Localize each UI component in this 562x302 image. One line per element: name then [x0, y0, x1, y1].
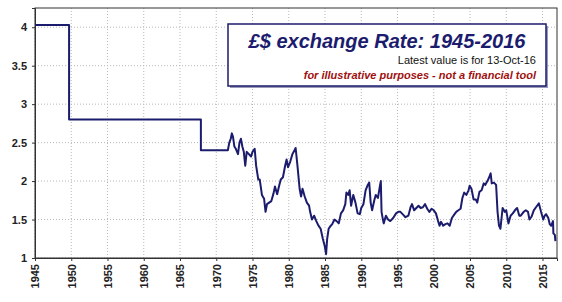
x-tick-label: 1990 — [356, 264, 368, 288]
x-tick: 1970 — [211, 258, 223, 288]
x-tick: 1965 — [174, 258, 186, 288]
y-tick: 2 — [21, 175, 35, 187]
y-tick-label: 1 — [21, 252, 27, 264]
x-tick: 2015 — [537, 258, 549, 288]
x-tick: 1980 — [283, 258, 295, 288]
x-tick-label: 1995 — [392, 264, 404, 288]
grid-line-y — [35, 104, 557, 105]
subtitle: Latest value is for 13-Oct-16 — [398, 54, 536, 66]
grid-line-y — [35, 219, 557, 220]
x-tick: 2010 — [501, 258, 513, 288]
grid-line-x — [71, 8, 72, 258]
grid-line-y — [35, 142, 557, 143]
grid — [35, 8, 557, 258]
x-tick: 1995 — [392, 258, 404, 288]
x-tick: 1990 — [356, 258, 368, 288]
annotation: for illustrative purposes - not a financ… — [304, 69, 537, 81]
y-tick-label: 2.5 — [12, 137, 27, 149]
grid-line-y — [35, 181, 557, 182]
y-tick-label: 4 — [21, 21, 28, 33]
x-tick-label: 1970 — [211, 264, 223, 288]
y-tick: 2.5 — [12, 137, 35, 149]
x-tick-label: 1950 — [66, 264, 78, 288]
x-tick: 1975 — [247, 258, 259, 288]
plot-frame — [35, 8, 557, 258]
title-box — [228, 24, 546, 86]
y-axis: 1 1.5 2 2.5 3 3.5 4 — [12, 9, 36, 265]
grid-line-x — [216, 8, 217, 258]
marks — [35, 25, 555, 254]
grid-line-x — [107, 8, 108, 258]
y-tick: 3 — [21, 98, 35, 110]
x-tick-label: 1960 — [138, 264, 150, 288]
y-tick: 4 — [21, 21, 35, 33]
y-tick-label: 3 — [21, 98, 27, 110]
grid-line-x — [143, 8, 144, 258]
x-tick: 1945 — [29, 258, 41, 288]
x-axis-line — [36, 259, 558, 262]
chart-svg: 1945 1950 1955 1960 1965 1970 1975 1980 1985 1990… — [0, 0, 562, 302]
y-tick-label: 2 — [21, 175, 27, 187]
x-tick-label: 2000 — [428, 264, 440, 288]
grid-line-x — [180, 8, 181, 258]
x-tick-label: 1985 — [319, 264, 331, 288]
x-tick: 2000 — [428, 258, 440, 288]
x-tick-label: 2005 — [464, 264, 476, 288]
x-tick: 1985 — [319, 258, 331, 288]
x-tick-label: 2010 — [501, 264, 513, 288]
x-tick-label: 1955 — [102, 264, 114, 288]
x-tick: 1950 — [66, 258, 78, 288]
x-tick-label: 2015 — [537, 264, 549, 288]
y-tick-label: 1.5 — [12, 214, 27, 226]
x-tick-label: 1975 — [247, 264, 259, 288]
x-tick: 1960 — [138, 258, 150, 288]
y-tick-label: 3.5 — [12, 60, 27, 72]
chart-container: 1945 1950 1955 1960 1965 1970 1975 1980 1985 1990… — [0, 0, 562, 302]
rate-line — [35, 25, 555, 254]
x-tick-label: 1945 — [29, 264, 41, 288]
x-tick-label: 1980 — [283, 264, 295, 288]
title: £$ exchange Rate: 1945-2016 — [248, 30, 527, 52]
y-tick: 1.5 — [12, 214, 35, 226]
x-tick-label: 1965 — [174, 264, 186, 288]
y-tick: 1 — [21, 252, 35, 264]
x-tick: 2005 — [464, 258, 476, 288]
y-tick: 3.5 — [12, 60, 35, 72]
x-tick: 1955 — [102, 258, 114, 288]
plot-group: 1945 1950 1955 1960 1965 1970 1975 1980 1985 1990… — [12, 8, 558, 288]
x-axis: 1945 1950 1955 1960 1965 1970 1975 1980 1985 1990… — [29, 258, 557, 288]
